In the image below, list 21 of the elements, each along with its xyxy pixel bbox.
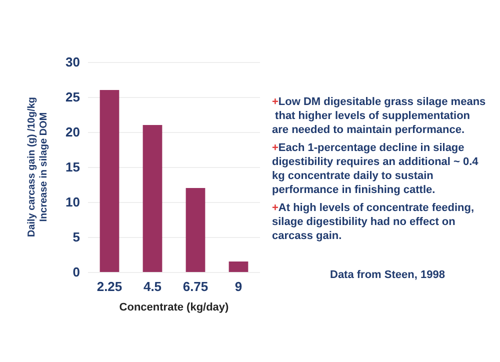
bar	[100, 90, 120, 272]
text: +Low DM digesitable grass silage means that higher levels of supplementation are needed to maintain performance.	[272, 96, 486, 136]
text: +At high levels of concentrate feeding, silage digestibility had no effect on carcass gain.	[272, 202, 478, 242]
y-axis-title: Daily carcass gain (g) /10g/kg Increase in silage DOM	[26, 96, 50, 238]
x-tick-label: 2.25	[96, 279, 122, 294]
text: +Each 1-percentage decline in silage digestibility requires an additional ~ 0.4 kg concentrate daily to sustain performance in finishing cattle.	[272, 142, 482, 196]
x-tick-label: 4.5	[143, 279, 162, 294]
y-tick-label: 0	[72, 264, 80, 280]
x-tick-label: 6.75	[182, 279, 208, 294]
y-tick-label: 30	[66, 54, 80, 70]
bar	[142, 125, 162, 272]
x-tick-label: 9	[234, 279, 242, 294]
text: Data from Steen, 1998	[330, 269, 445, 281]
y-tick-label: 10	[66, 194, 80, 210]
y-tick-label: 15	[66, 160, 80, 174]
bar	[228, 262, 248, 272]
x-axis-title: Concentrate (kg/day)	[119, 302, 230, 314]
bar	[186, 188, 206, 272]
y-tick-label: 5	[72, 230, 80, 244]
y-tick-label: 20	[66, 124, 80, 140]
y-tick-label: 25	[66, 90, 80, 104]
